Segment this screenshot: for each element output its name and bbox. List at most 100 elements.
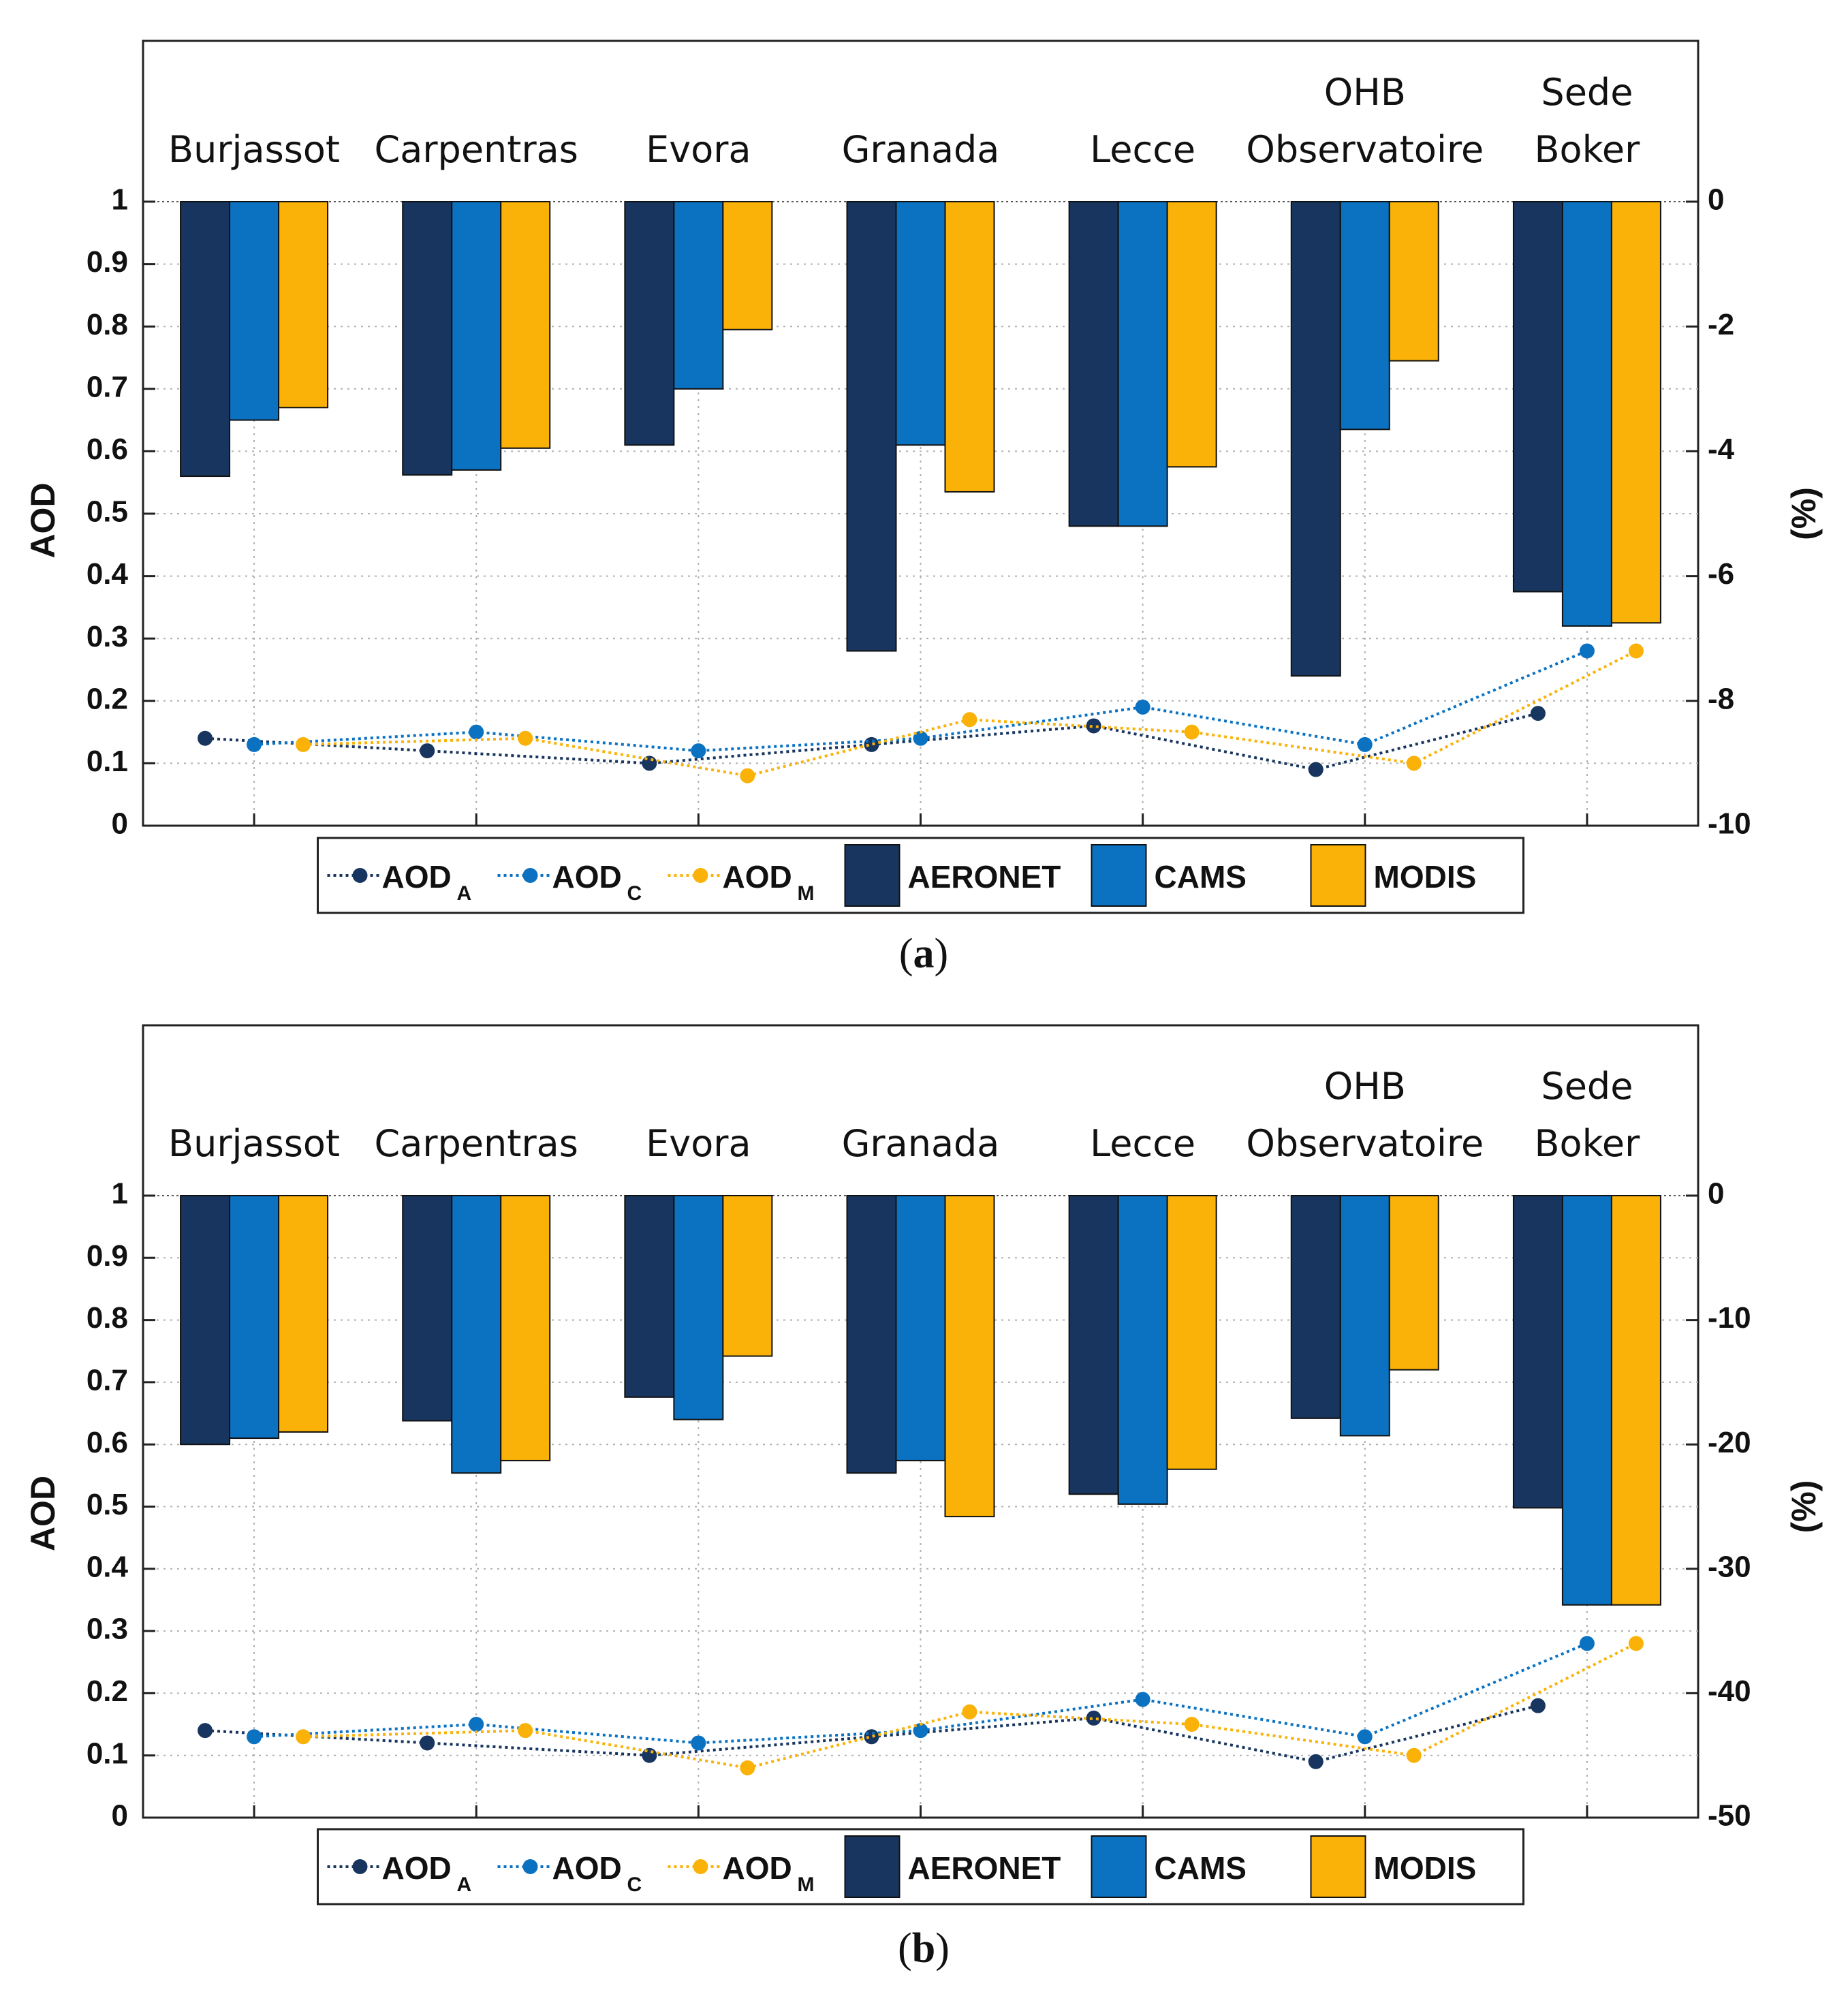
legend-swatch-modis — [1310, 1835, 1366, 1898]
y-tick-label-right: 0 — [1708, 1177, 1724, 1211]
y-tick-label-left: 0.6 — [87, 1426, 128, 1459]
y-tick-label-right: -8 — [1708, 682, 1734, 715]
category-label: Burjassot — [168, 1122, 340, 1165]
legend-subscript-aod_a: A — [457, 882, 472, 905]
point-aod_a-4 — [1086, 1710, 1101, 1726]
point-aod_c-5 — [1357, 736, 1373, 752]
y-tick-label-left: 0.6 — [87, 433, 128, 466]
bar-cams-2 — [673, 1195, 724, 1420]
y-axis-label-left: AOD — [24, 1476, 62, 1551]
point-aod_m-6 — [1628, 643, 1644, 659]
legend-subscript-aod_c: C — [627, 1873, 642, 1896]
caption-letter: a — [913, 931, 935, 977]
y-tick-label-left: 0.3 — [87, 620, 128, 653]
point-aod_c-3 — [913, 730, 928, 746]
category-label: OHB — [1324, 1065, 1406, 1108]
panel-caption: (b) — [898, 1925, 950, 1972]
y-tick-label-left: 0.1 — [87, 745, 128, 778]
y-tick-label-right: -40 — [1708, 1675, 1751, 1708]
legend-swatch-cams — [1091, 844, 1147, 907]
legend-label-aod_c: AOD — [552, 1850, 622, 1886]
bar-cams-5 — [1339, 201, 1390, 431]
bar-aeronet-4 — [1068, 1195, 1119, 1495]
legend-subscript-aod_a: A — [457, 1873, 472, 1896]
point-aod_a-6 — [1530, 706, 1546, 721]
point-aod_a-0 — [198, 1723, 213, 1739]
y-tick-label-left: 0.9 — [87, 245, 128, 279]
point-aod_c-0 — [247, 1729, 262, 1745]
legend-swatch-aeronet — [844, 844, 900, 907]
legend-label-aod_c: AOD — [552, 859, 622, 894]
point-aod_c-1 — [469, 1717, 484, 1732]
bar-cams-0 — [229, 201, 280, 421]
bar-aeronet-3 — [846, 201, 897, 652]
point-aod_m-4 — [1184, 1717, 1200, 1732]
point-aod_a-4 — [1086, 718, 1101, 734]
legend-marker-aod_m — [693, 868, 708, 883]
bar-aeronet-0 — [180, 1195, 231, 1446]
point-aod_c-5 — [1357, 1729, 1373, 1745]
category-label: Evora — [646, 1122, 751, 1165]
bar-modis-2 — [722, 201, 773, 330]
category-label: Granada — [842, 1122, 1000, 1165]
y-axis-label-right: (%) — [1785, 487, 1823, 540]
bar-cams-6 — [1561, 201, 1612, 627]
category-label: Boker — [1534, 1122, 1640, 1165]
y-tick-label-left: 0.5 — [87, 495, 128, 529]
bar-cams-3 — [895, 201, 946, 446]
chart-panel-b: DNI | Mean annual aerosol direct effectB… — [24, 1024, 1823, 1972]
bar-modis-4 — [1166, 201, 1217, 468]
category-label: Carpentras — [375, 128, 578, 171]
bar-aeronet-2 — [624, 1195, 675, 1398]
legend-label-aod_m: AOD — [723, 1850, 792, 1886]
legend-label-aod_m: AOD — [723, 859, 792, 894]
point-aod_m-0 — [296, 736, 311, 752]
y-tick-label-right: -50 — [1708, 1799, 1751, 1833]
legend-label-modis: MODIS — [1374, 1850, 1477, 1886]
caption-open: ( — [898, 1925, 912, 1972]
category-label: Lecce — [1090, 128, 1195, 171]
y-tick-label-left: 0.4 — [87, 1550, 129, 1583]
point-aod_c-0 — [247, 736, 262, 752]
y-tick-label-right: 0 — [1708, 183, 1724, 217]
y-tick-label-left: 1 — [112, 183, 128, 217]
y-axis-label-right: (%) — [1785, 1480, 1823, 1534]
legend-label-cams: CAMS — [1155, 859, 1247, 894]
point-aod_a-2 — [642, 756, 657, 771]
category-label: Lecce — [1090, 1122, 1195, 1165]
bar-aeronet-4 — [1068, 201, 1119, 527]
point-aod_m-2 — [740, 768, 755, 783]
bar-modis-6 — [1610, 201, 1661, 624]
bar-cams-2 — [673, 201, 724, 390]
category-label: Boker — [1534, 128, 1640, 171]
y-tick-label-left: 0.4 — [87, 557, 129, 591]
y-axis-label-left: AOD — [24, 482, 62, 558]
point-aod_c-6 — [1579, 643, 1595, 659]
point-aod_c-4 — [1135, 699, 1150, 715]
y-tick-label-right: -2 — [1708, 308, 1734, 341]
bar-aeronet-2 — [624, 201, 675, 446]
point-aod_m-0 — [296, 1729, 311, 1745]
chart-panel-a: GHI | Mean annual aerosol direct effectB… — [24, 40, 1823, 977]
point-aod_c-3 — [913, 1723, 928, 1739]
y-tick-label-left: 0.7 — [87, 370, 128, 403]
bar-modis-0 — [278, 201, 329, 409]
caption-close: ) — [935, 931, 949, 977]
bar-modis-1 — [500, 201, 551, 449]
legend: AOD A AOD C AOD M AERONET CAMS MODIS — [317, 837, 1524, 914]
point-aod_m-6 — [1628, 1636, 1644, 1651]
y-tick-label-left: 0.7 — [87, 1364, 128, 1397]
bar-aeronet-1 — [402, 1195, 453, 1422]
bar-cams-5 — [1339, 1195, 1390, 1437]
category-label: Observatoire — [1246, 128, 1484, 171]
bar-aeronet-1 — [402, 201, 453, 476]
point-aod_a-0 — [198, 730, 213, 746]
y-tick-label-right: -10 — [1708, 1301, 1751, 1335]
legend-marker-aod_a — [352, 1859, 368, 1874]
point-aod_m-2 — [740, 1760, 755, 1775]
point-aod_m-1 — [518, 730, 533, 746]
bar-cams-1 — [451, 201, 502, 471]
point-aod_c-2 — [691, 1735, 706, 1751]
point-aod_a-2 — [642, 1747, 657, 1763]
